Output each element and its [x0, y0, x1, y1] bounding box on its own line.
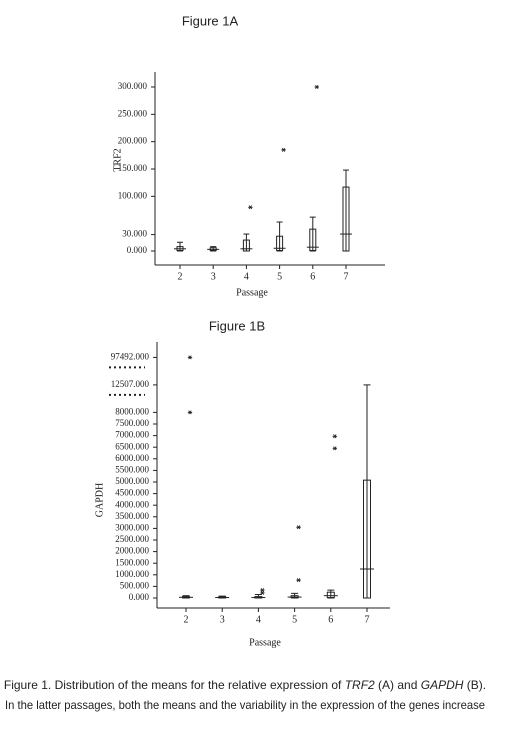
box [276, 235, 284, 251]
caption-text: (A) and [375, 678, 421, 692]
y-tick-label: 4500.000 [115, 488, 149, 498]
y-axis-label: GAPDH [94, 483, 105, 517]
x-tick-label: 5 [292, 614, 297, 625]
x-tick-label: 2 [178, 271, 183, 282]
y-tick-label: 200.000 [118, 136, 148, 146]
box [326, 591, 335, 599]
y-tick-label: 500.000 [120, 580, 150, 590]
x-tick-label: 6 [310, 271, 315, 282]
box [242, 239, 250, 252]
outlier [296, 525, 301, 530]
outlier [314, 84, 319, 90]
outlier [332, 446, 337, 451]
y-tick-label: 4000.000 [115, 499, 149, 509]
y-tick-label: 1000.000 [115, 569, 149, 579]
y-tick-label: 100.000 [118, 190, 148, 200]
y-tick-label: 3500.000 [115, 511, 149, 521]
caption-text: (B). [463, 678, 486, 692]
outlier [187, 410, 193, 415]
y-tick-label: 8000.000 [115, 406, 149, 416]
box [363, 479, 371, 599]
chart-title: Figure 1B [209, 318, 265, 333]
y-tick-label: 97492.000 [111, 351, 150, 361]
y-tick-label: 30.000 [122, 229, 147, 239]
box [309, 228, 317, 251]
x-tick-label: 3 [211, 271, 216, 282]
outlier [248, 205, 253, 210]
x-tick-label: 3 [220, 614, 225, 625]
y-tick-label: 150.000 [118, 163, 148, 173]
y-tick-label: 6500.000 [115, 441, 149, 451]
y-tick-label: 6000.000 [115, 453, 149, 463]
x-tick-label: 4 [244, 271, 249, 282]
y-tick-label: 7000.000 [115, 430, 149, 440]
y-tick-label: 5500.000 [115, 464, 149, 474]
y-tick-label: 3000.000 [115, 522, 149, 532]
x-tick-label: 7 [365, 614, 370, 625]
y-tick-label: 12507.000 [111, 379, 150, 389]
outlier [260, 588, 265, 593]
box [342, 186, 350, 252]
y-tick-label: 300.000 [118, 81, 148, 91]
outlier [187, 355, 193, 360]
x-tick-label: 7 [344, 271, 349, 282]
caption-text: TRF2 [345, 678, 375, 692]
caption: In the latter passages, both the means a… [5, 698, 485, 712]
x-tick-label: 5 [277, 271, 282, 282]
y-tick-label: 5000.000 [115, 476, 149, 486]
caption: Figure 1. Distribution of the means for … [4, 678, 486, 692]
y-tick-label: 0.000 [129, 592, 150, 602]
y-tick-label: 0.000 [127, 245, 148, 255]
x-tick-label: 2 [184, 614, 189, 625]
outlier [281, 147, 286, 152]
caption-text: Figure 1. Distribution of the means for … [4, 678, 345, 692]
outlier [296, 578, 301, 583]
x-axis-label: Passage [249, 637, 281, 648]
y-tick-label: 7500.000 [115, 418, 149, 428]
y-tick-label: 2500.000 [115, 534, 149, 544]
y-axis-label: TRF2 [112, 148, 123, 171]
y-tick-label: 2000.000 [115, 546, 149, 556]
x-tick-label: 6 [328, 614, 333, 625]
x-axis-label: Passage [236, 287, 268, 298]
y-tick-label: 1500.000 [115, 557, 149, 567]
outlier [332, 434, 337, 439]
chart-title: Figure 1A [182, 13, 239, 28]
caption-text: GAPDH [421, 678, 464, 692]
y-tick-label: 250.000 [118, 108, 148, 118]
x-tick-label: 4 [256, 614, 261, 625]
